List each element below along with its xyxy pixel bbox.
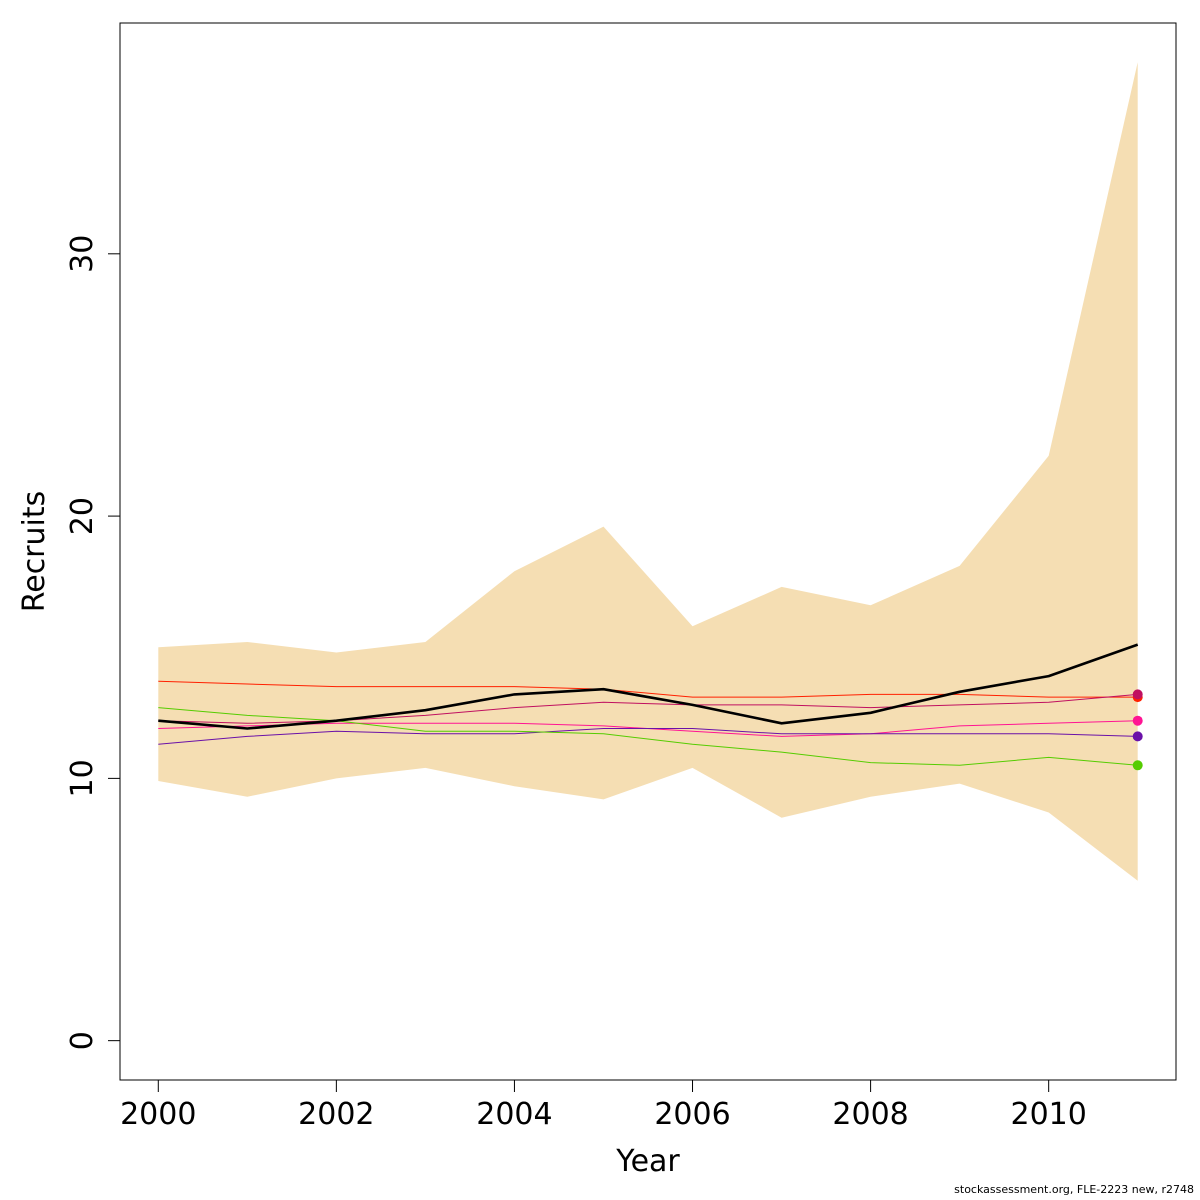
series-end-point-3 bbox=[1132, 689, 1143, 700]
series-end-point-6 bbox=[1132, 760, 1143, 771]
x-tick-label: 2004 bbox=[476, 1097, 552, 1132]
confidence-band-layer bbox=[158, 62, 1138, 881]
confidence-band bbox=[158, 62, 1138, 881]
y-axis: 0 10 20 30 bbox=[65, 235, 121, 1050]
x-tick-label: 2010 bbox=[1010, 1097, 1086, 1132]
x-axis: 2000 2002 2004 2006 2008 2010 bbox=[120, 1079, 1087, 1132]
x-tick-label: 2002 bbox=[298, 1097, 374, 1132]
series-line-1 bbox=[158, 643, 1139, 730]
series-layer bbox=[158, 643, 1139, 766]
y-axis-title: Recruits bbox=[17, 491, 52, 613]
y-tick-label: 20 bbox=[65, 497, 100, 535]
x-axis-title: Year bbox=[615, 1144, 680, 1179]
series-line-2 bbox=[158, 680, 1138, 698]
x-tick-label: 2008 bbox=[832, 1097, 908, 1132]
y-tick-label: 30 bbox=[65, 235, 100, 273]
x-tick-label: 2006 bbox=[654, 1097, 730, 1132]
series-line-5 bbox=[158, 728, 1138, 745]
x-tick-label: 2000 bbox=[120, 1097, 196, 1132]
footnote: stockassessment.org, FLE-2223 new, r2748 bbox=[954, 1183, 1194, 1196]
end-points-layer bbox=[1132, 689, 1143, 771]
series-end-point-5 bbox=[1132, 731, 1143, 742]
y-tick-label: 0 bbox=[65, 1031, 100, 1050]
series-line-6 bbox=[158, 707, 1138, 766]
y-tick-label: 10 bbox=[65, 759, 100, 797]
series-end-point-4 bbox=[1132, 715, 1143, 726]
